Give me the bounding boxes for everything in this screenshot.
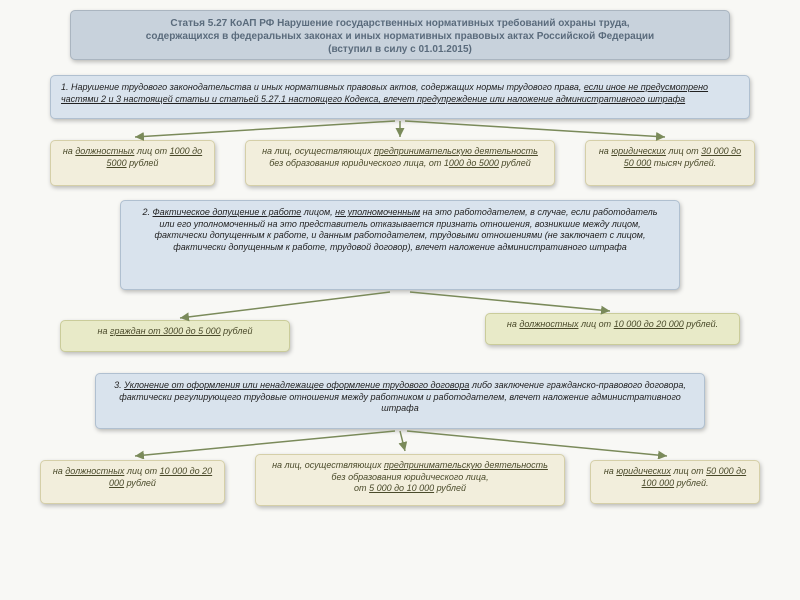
- s2-box2: на должностных лиц от 10 000 до 20 000 р…: [485, 313, 740, 345]
- s1b3-pre: на: [599, 146, 611, 156]
- s2b2-u2: 10 000 до 20 000: [614, 319, 684, 329]
- s2-mid1: лицом,: [301, 207, 335, 217]
- s1-box1: на должностных лиц от 1000 до 5000 рубле…: [50, 140, 215, 186]
- arrow-s1-mid: [395, 119, 405, 141]
- s2b2-pre: на: [507, 319, 519, 329]
- s2b2-mid: лиц от: [578, 319, 613, 329]
- section1-intro: 1. Нарушение трудового законодательства …: [50, 75, 750, 119]
- s1b1-post: рублей: [127, 158, 159, 168]
- s2-box1: на граждан от 3000 до 5 000 рублей: [60, 320, 290, 352]
- s1b1-pre: на: [63, 146, 75, 156]
- s3b3-pre: на: [604, 466, 616, 476]
- s3b3-mid: лиц от: [671, 466, 706, 476]
- s1-intro-pre: 1. Нарушение трудового законодательства …: [61, 82, 584, 92]
- arrow-s3-mid: [395, 429, 411, 455]
- header-box: Статья 5.27 КоАП РФ Нарушение государств…: [70, 10, 730, 60]
- s1b2-u: предпринимательскую деятельность: [374, 146, 538, 156]
- s2-u2: не уполномоченным: [335, 207, 420, 217]
- arrow-s2-left: [175, 290, 395, 322]
- s3b1-u: должностных: [65, 466, 124, 476]
- header-line3: (вступил в силу с 01.01.2015): [83, 43, 717, 56]
- s1b1-mid: лиц от: [134, 146, 169, 156]
- s2-u1: Фактическое допущение к работе: [153, 207, 302, 217]
- s2-pre: 2.: [143, 207, 153, 217]
- s3b2-mid: без образования юридического лица,: [331, 472, 488, 482]
- s3b2-u2: 5 000 до 10 000: [369, 483, 434, 493]
- header-line2: содержащихся в федеральных законах и ины…: [83, 30, 717, 43]
- s1b2-pre: на лиц, осуществляющих: [262, 146, 374, 156]
- section2-intro: 2. Фактическое допущение к работе лицом,…: [120, 200, 680, 290]
- s3b3-u: юридических: [616, 466, 671, 476]
- s3b2-u: предпринимательскую деятельность: [384, 460, 548, 470]
- s1b3-mid: лиц от: [666, 146, 701, 156]
- s2b1-post: рублей: [221, 326, 253, 336]
- s1b2-u2: 000 до 5000: [449, 158, 499, 168]
- s3-pre: 3.: [114, 380, 124, 390]
- s3b3-post: рублей.: [674, 478, 708, 488]
- s3b2-post: рублей: [434, 483, 466, 493]
- section3-intro: 3. Уклонение от оформления или ненадлежа…: [95, 373, 705, 429]
- s3-box2: на лиц, осуществляющих предпринимательск…: [255, 454, 565, 506]
- s1b2-post: рублей: [499, 158, 531, 168]
- s3-box1: на должностных лиц от 10 000 до 20 000 р…: [40, 460, 225, 504]
- s2b1-pre: на: [98, 326, 110, 336]
- arrow-s2-right: [405, 290, 615, 315]
- s1b2-mid: без образования юридического лица, от 1: [269, 158, 449, 168]
- s3b1-pre: на: [53, 466, 65, 476]
- s3-box3: на юридических лиц от 50 000 до 100 000 …: [590, 460, 760, 504]
- s2b1-u: граждан от 3000 до 5 000: [110, 326, 221, 336]
- s1-box3: на юридических лиц от 30 000 до 50 000 т…: [585, 140, 755, 186]
- s1b3-u: юридических: [611, 146, 666, 156]
- header-line1: Статья 5.27 КоАП РФ Нарушение государств…: [83, 17, 717, 30]
- s1b1-u: должностных: [75, 146, 134, 156]
- s3b1-post: рублей: [124, 478, 156, 488]
- arrow-s1-right: [400, 119, 670, 141]
- s1-box2: на лиц, осуществляющих предпринимательск…: [245, 140, 555, 186]
- s1b3-post: тысяч рублей.: [651, 158, 716, 168]
- s3-u: Уклонение от оформления или ненадлежащее…: [124, 380, 469, 390]
- s3b1-mid: лиц от: [124, 466, 159, 476]
- s2b2-u: должностных: [519, 319, 578, 329]
- arrow-s1-left: [130, 119, 400, 141]
- s3b2-br: от: [354, 483, 369, 493]
- s3b2-pre: на лиц, осуществляющих: [272, 460, 384, 470]
- s2b2-post: рублей.: [684, 319, 718, 329]
